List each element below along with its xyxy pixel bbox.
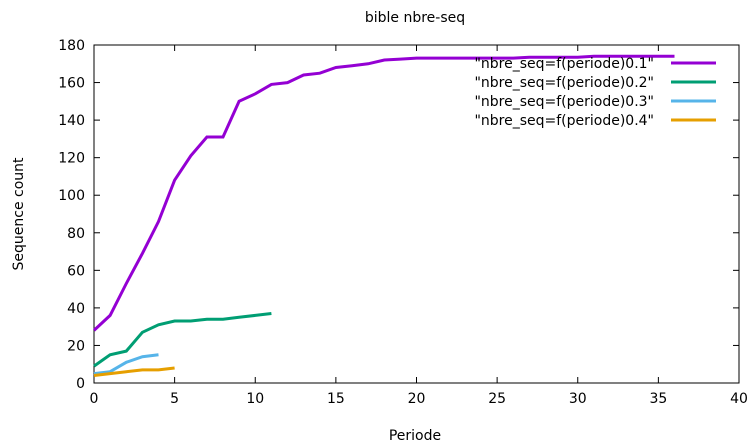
y-tick-label: 0 [76, 376, 85, 392]
x-tick-label: 40 [730, 391, 748, 407]
y-axis-label: Sequence count [11, 157, 27, 271]
legend: "nbre_seq=f(periode)0.1" "nbre_seq=f(peri… [474, 56, 716, 129]
legend-label-3: "nbre_seq=f(periode)0.3" [474, 94, 654, 110]
y-tick-label: 40 [67, 301, 85, 317]
y-tick-label: 20 [67, 338, 85, 354]
legend-label-2: "nbre_seq=f(periode)0.2" [474, 75, 654, 91]
y-tick-label: 160 [58, 76, 85, 92]
series-line-3 [93, 353, 159, 376]
legend-label-4: "nbre_seq=f(periode)0.4" [474, 113, 654, 129]
x-tick-label: 10 [246, 391, 264, 407]
y-tick-label: 180 [58, 38, 85, 54]
y-tick-label: 120 [58, 151, 85, 167]
series-line-1 [92, 54, 675, 332]
y-tick-label: 80 [67, 226, 85, 242]
x-tick-label: 5 [170, 391, 179, 407]
x-tick-label: 30 [569, 391, 587, 407]
x-tick-label: 20 [408, 391, 426, 407]
x-tick-label: 35 [649, 391, 667, 407]
legend-label-1: "nbre_seq=f(periode)0.1" [474, 56, 654, 72]
x-tick-label: 15 [327, 391, 345, 407]
x-tick-label: 25 [488, 391, 506, 407]
x-axis-label: Periode [389, 428, 441, 444]
x-tick-label: 0 [90, 391, 99, 407]
y-tick-label: 60 [67, 263, 85, 279]
y-tick-label: 140 [58, 113, 85, 129]
plot-area: 0 5 10 15 20 25 30 35 40 0 20 40 60 80 100 120 140 160 180 [58, 38, 748, 407]
series-line-2 [93, 312, 272, 368]
series-line-4 [93, 366, 175, 377]
y-tick-label: 100 [58, 188, 85, 204]
chart-title: bible nbre-seq [365, 10, 465, 26]
